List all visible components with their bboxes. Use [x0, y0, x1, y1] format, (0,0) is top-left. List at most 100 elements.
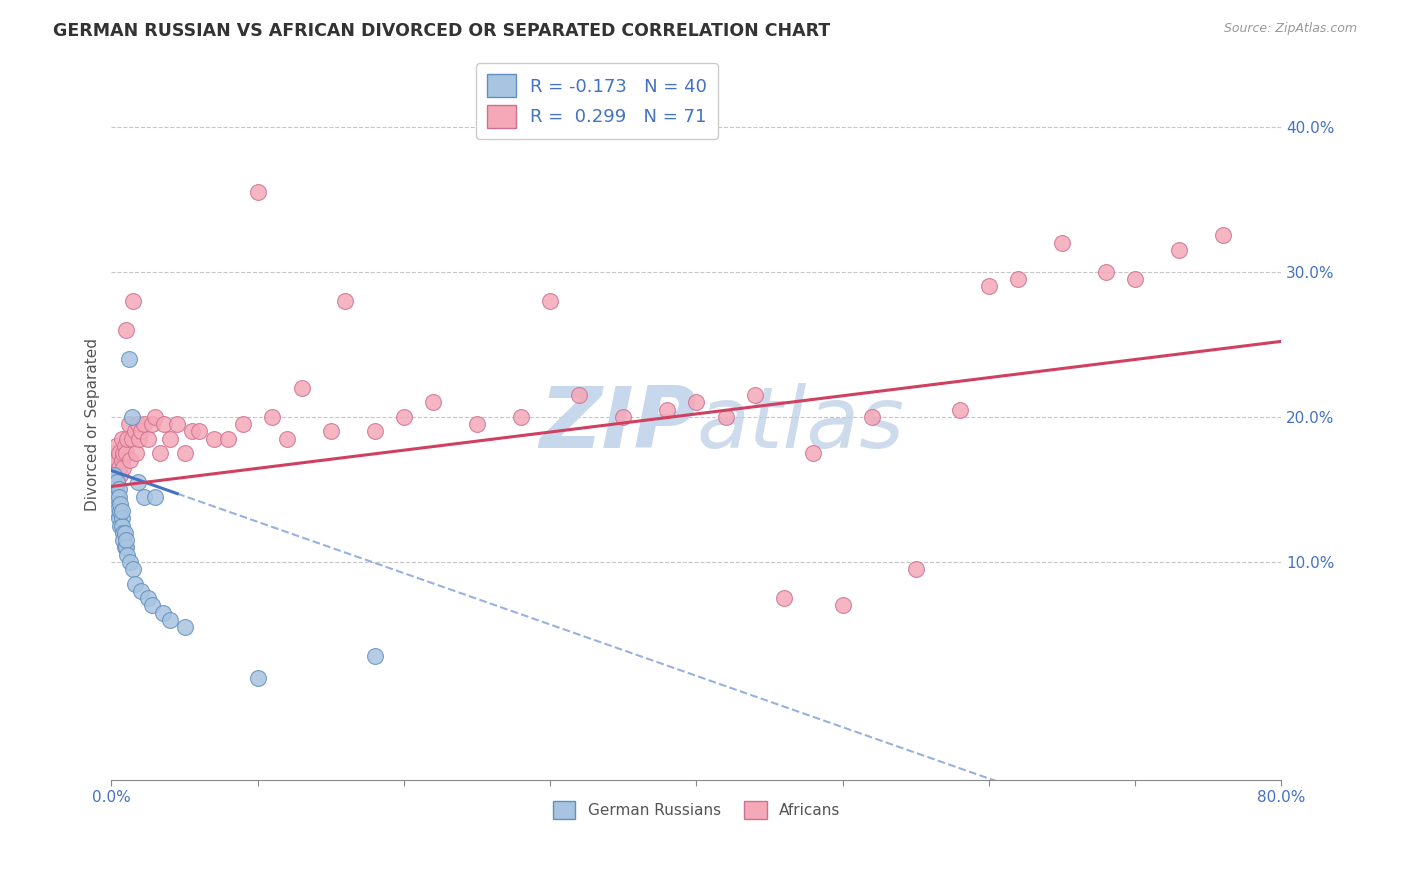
Point [392, 409, 415, 424]
Point [111, 432, 134, 446]
Point [117, 548, 139, 562]
Point [290, 381, 312, 395]
Point [103, 467, 125, 482]
Point [465, 417, 488, 431]
Point [115, 533, 138, 548]
Point [744, 388, 766, 402]
Point [108, 504, 131, 518]
Point [363, 649, 385, 664]
Point [276, 432, 298, 446]
Point [103, 446, 125, 460]
Point [1123, 272, 1146, 286]
Point [103, 490, 125, 504]
Point [104, 460, 127, 475]
Point [114, 439, 136, 453]
Point [159, 613, 181, 627]
Point [129, 425, 152, 439]
Point [114, 525, 136, 540]
Point [121, 409, 143, 424]
Point [904, 562, 927, 576]
Point [173, 620, 195, 634]
Point [118, 417, 141, 431]
Point [714, 409, 737, 424]
Point [132, 417, 155, 431]
Point [180, 425, 202, 439]
Point [104, 483, 127, 497]
Point [111, 504, 134, 518]
Point [111, 518, 134, 533]
Point [115, 541, 138, 555]
Point [125, 446, 148, 460]
Point [112, 446, 135, 460]
Point [124, 576, 146, 591]
Point [120, 555, 142, 569]
Point [141, 417, 163, 431]
Point [152, 606, 174, 620]
Point [860, 409, 883, 424]
Point [422, 395, 444, 409]
Point [105, 504, 128, 518]
Point [143, 490, 166, 504]
Point [105, 490, 128, 504]
Point [159, 432, 181, 446]
Point [949, 402, 972, 417]
Point [105, 453, 128, 467]
Point [105, 475, 128, 489]
Point [568, 388, 591, 402]
Point [217, 432, 239, 446]
Point [685, 395, 707, 409]
Point [107, 490, 129, 504]
Point [657, 402, 679, 417]
Legend: German Russians, Africans: German Russians, Africans [547, 795, 846, 825]
Point [773, 591, 796, 606]
Point [246, 671, 269, 685]
Point [105, 475, 128, 489]
Point [128, 432, 150, 446]
Point [132, 490, 155, 504]
Point [153, 417, 176, 431]
Point [246, 185, 269, 199]
Point [122, 293, 145, 308]
Text: GERMAN RUSSIAN VS AFRICAN DIVORCED OR SEPARATED CORRELATION CHART: GERMAN RUSSIAN VS AFRICAN DIVORCED OR SE… [53, 22, 831, 40]
Point [117, 432, 139, 446]
Point [114, 541, 136, 555]
Point [111, 453, 134, 467]
Point [108, 518, 131, 533]
Point [262, 409, 284, 424]
Point [104, 439, 127, 453]
Point [115, 446, 138, 460]
Point [538, 293, 561, 308]
Point [1050, 235, 1073, 250]
Point [129, 584, 152, 599]
Point [108, 467, 131, 482]
Point [232, 417, 254, 431]
Point [122, 562, 145, 576]
Point [141, 599, 163, 613]
Point [1095, 265, 1118, 279]
Point [101, 475, 124, 489]
Text: atlas: atlas [696, 383, 904, 466]
Point [188, 425, 211, 439]
Point [107, 483, 129, 497]
Point [107, 446, 129, 460]
Point [202, 432, 225, 446]
Point [127, 475, 149, 489]
Point [166, 417, 188, 431]
Point [127, 417, 149, 431]
Point [136, 591, 159, 606]
Text: Source: ZipAtlas.com: Source: ZipAtlas.com [1223, 22, 1357, 36]
Point [112, 525, 135, 540]
Point [121, 432, 143, 446]
Point [509, 409, 531, 424]
Point [115, 323, 138, 337]
Point [120, 453, 142, 467]
Point [107, 460, 129, 475]
Point [831, 599, 853, 613]
Point [149, 446, 172, 460]
Point [612, 409, 634, 424]
Point [124, 425, 146, 439]
Point [111, 511, 134, 525]
Point [1212, 228, 1234, 243]
Point [104, 497, 127, 511]
Text: ZIP: ZIP [538, 383, 696, 466]
